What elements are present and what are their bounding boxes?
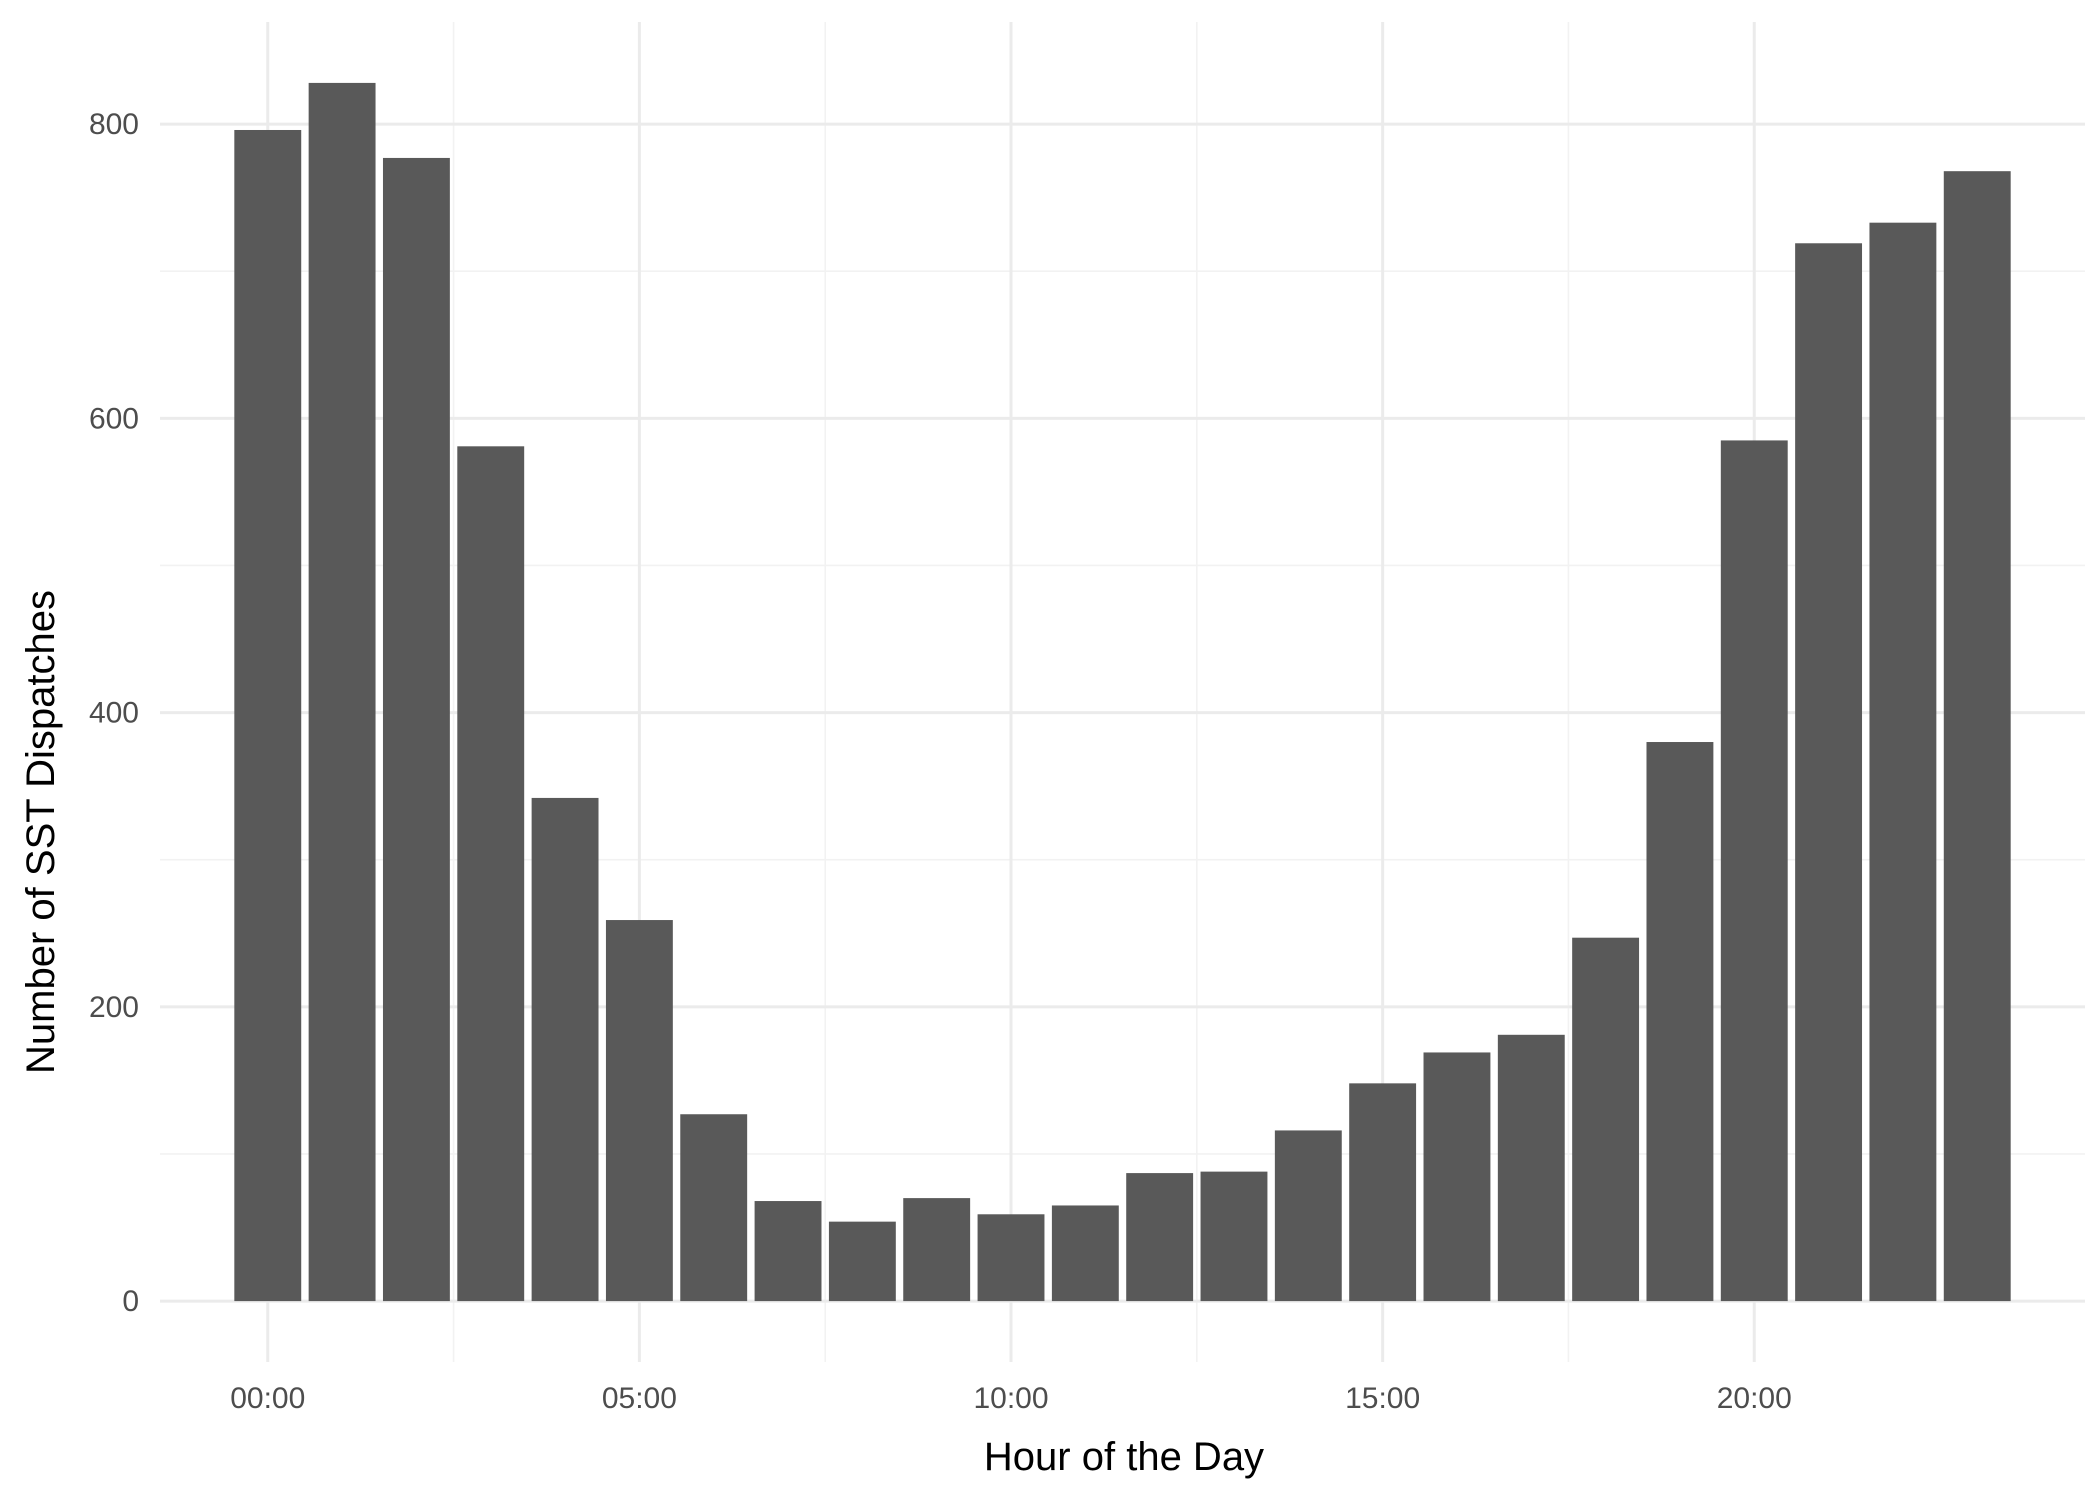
y-tick-label: 600 bbox=[89, 402, 139, 435]
bar bbox=[1572, 937, 1640, 1302]
bar bbox=[1349, 1083, 1417, 1302]
bar bbox=[1869, 222, 1937, 1302]
bar bbox=[382, 157, 450, 1302]
bar bbox=[531, 797, 599, 1302]
bar bbox=[457, 446, 525, 1302]
bars bbox=[234, 82, 2011, 1302]
bar bbox=[903, 1198, 971, 1302]
bar bbox=[828, 1221, 896, 1302]
bar bbox=[605, 920, 673, 1302]
bar bbox=[1200, 1171, 1268, 1302]
bar bbox=[1497, 1034, 1565, 1302]
bar bbox=[1795, 243, 1863, 1302]
x-tick-label: 15:00 bbox=[1345, 1382, 1420, 1415]
y-axis-ticks: 0 200 400 600 800 bbox=[89, 108, 139, 1318]
x-tick-label: 10:00 bbox=[973, 1382, 1048, 1415]
y-tick-label: 800 bbox=[89, 108, 139, 141]
bar bbox=[1646, 742, 1714, 1302]
x-tick-label: 20:00 bbox=[1717, 1382, 1792, 1415]
bar bbox=[1051, 1205, 1119, 1302]
y-tick-label: 400 bbox=[89, 697, 139, 730]
bar bbox=[1423, 1052, 1491, 1302]
bar bbox=[977, 1214, 1045, 1302]
bar bbox=[1720, 440, 1788, 1302]
bar bbox=[680, 1114, 748, 1302]
bar bbox=[1274, 1130, 1342, 1302]
x-tick-label: 05:00 bbox=[602, 1382, 677, 1415]
y-tick-label: 200 bbox=[89, 991, 139, 1024]
bar bbox=[308, 82, 376, 1302]
bar bbox=[754, 1201, 822, 1302]
y-tick-label: 0 bbox=[122, 1285, 139, 1318]
x-axis-title: Hour of the Day bbox=[984, 1435, 1264, 1479]
bar bbox=[1943, 171, 2011, 1302]
x-tick-label: 00:00 bbox=[230, 1382, 305, 1415]
bar bbox=[234, 129, 302, 1302]
bar bbox=[1126, 1173, 1194, 1302]
x-axis-ticks: 00:00 05:00 10:00 15:00 20:00 bbox=[230, 1382, 1792, 1415]
y-axis-title: Number of SST Dispatches bbox=[19, 590, 63, 1074]
